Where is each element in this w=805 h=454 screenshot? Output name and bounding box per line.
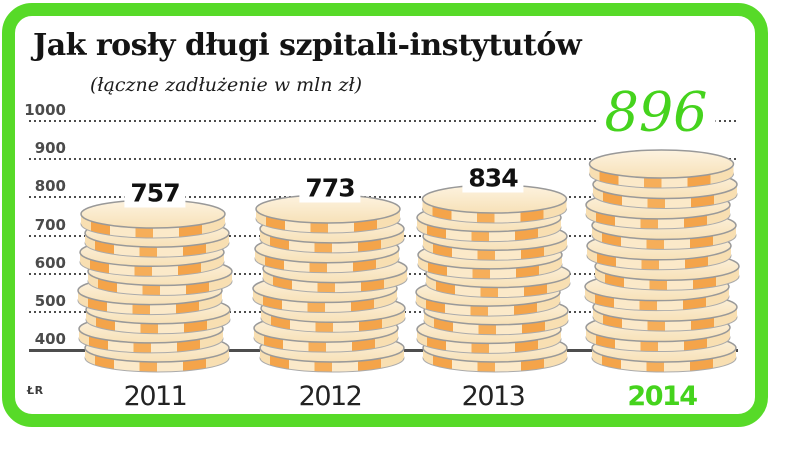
coin-stack-2011 [77,199,233,373]
y-axis-label-800: 800 [34,177,66,196]
coin-stack-2014 [584,149,740,373]
coin-stack-2013 [415,184,571,373]
y-axis-label-400: 400 [34,330,66,348]
gridline-800 [29,196,738,199]
chart-title: Jak rosły długi szpitali-instytutów [33,28,582,63]
credit-initials: ŁR [27,384,44,397]
y-axis-label-600: 600 [34,253,66,272]
y-axis-label-500: 500 [34,291,66,310]
gridline-900 [29,158,738,161]
gridline-1000 [29,120,738,122]
y-axis-label-1000: 1000 [24,101,66,119]
y-axis-label-700: 700 [34,215,66,234]
coin-stack-2012 [252,194,408,373]
chart-subtitle: (łączne zadłużenie w mln zł) [90,74,363,96]
y-axis-label-900: 900 [34,139,66,158]
